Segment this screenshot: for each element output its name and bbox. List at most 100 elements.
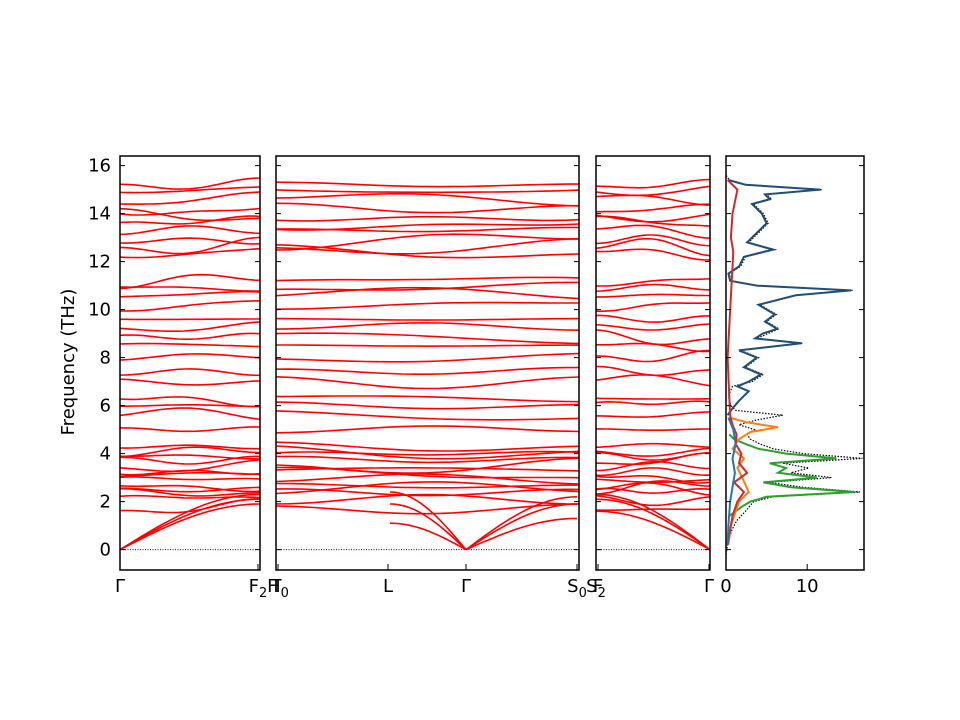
band-branch [275,481,580,495]
band-branch [275,237,580,255]
dos-x-tick-label: 10 [796,576,819,597]
band-branch [275,457,580,474]
band-branch [596,203,710,213]
band-branch [595,397,711,400]
band-branch [119,353,261,361]
band-branch [119,236,261,255]
band-branch [595,215,711,227]
band-branch [119,290,261,298]
band-panel-1 [119,177,261,551]
band-branch [596,411,711,418]
band-branch [275,410,580,421]
band-branch [119,484,261,493]
band-branch [275,317,580,321]
band-branch [275,473,580,485]
acoustic-branch [119,493,261,551]
band-branch [595,329,711,346]
band-branch [120,454,260,460]
y-tick-label: 16 [88,156,111,177]
band-branch [595,185,711,197]
band-branch [595,508,711,512]
band-branch [119,332,261,341]
band-branch [120,426,260,433]
band-branch [275,202,580,214]
band-branch [275,455,580,464]
band-branch [275,450,580,456]
band-branch [595,447,711,457]
band-branch [275,301,579,310]
band-branch [275,366,579,376]
x-tick-label: Γ [461,576,471,597]
band-branch [595,374,711,387]
partial-dos-1 [726,179,852,416]
axes-frame-3 [595,155,711,571]
y-tick-label: 6 [100,396,111,417]
band-branch [596,293,710,298]
band-branch [276,344,579,348]
band-branch [119,342,261,348]
band-branch [275,215,580,222]
band-branch [595,224,711,239]
band-branch [119,446,261,458]
band-branch [595,178,711,189]
band-branch [595,482,711,496]
band-branch [119,207,261,216]
acoustic-branch [389,491,467,551]
axes-frames [119,155,865,571]
partial-dos-5 [726,417,737,545]
axes-frame-1 [119,155,261,571]
band-branch [275,244,580,259]
band-branch [275,352,580,363]
band-branch [275,223,580,231]
band-branch [595,349,711,363]
band-branch [119,177,261,190]
band-branch [119,186,261,194]
acoustic-branch [119,503,261,551]
band-branch [275,493,580,505]
band-branch [119,247,261,259]
band-branch [595,278,711,287]
band-branch [275,395,580,403]
band-branch [275,482,579,489]
band-branch [595,442,711,449]
band-branch [119,237,261,245]
band-branch [595,213,711,223]
band-branch [275,322,580,331]
band-branch [119,487,261,497]
band-branch [596,428,710,432]
band-branch [119,225,261,236]
band-panel-3 [595,178,711,551]
band-branch [275,332,580,345]
x-tick-label: Γ [704,576,714,597]
phonon-dos [725,174,863,555]
band-branch [119,321,261,333]
band-branch [595,494,711,507]
band-branch [119,207,261,222]
band-branch [120,286,260,292]
acoustic-branch [465,517,578,551]
y-tick-label: 12 [88,252,111,273]
y-axis-label: Frequency (THz) [58,289,79,436]
band-branch [595,283,711,292]
band-branch [595,248,711,261]
band-branch [595,480,711,495]
band-branch [595,194,711,206]
band-branch [275,441,580,452]
band-branch [119,215,261,225]
y-tick-label: 2 [100,492,111,513]
x-tick-label: F [593,576,603,597]
band-branch [119,459,261,473]
y-tick-label: 8 [100,348,111,369]
band-branch [275,376,580,390]
acoustic-branch [595,493,711,551]
band-branch [275,401,580,410]
band-branch [275,445,580,460]
dos-x-tick-label: 0 [720,576,731,597]
y-tick-label: 10 [88,300,111,321]
band-branch [595,478,711,484]
y-tick-label: 4 [100,444,111,465]
acoustic-branch [389,503,467,551]
band-branch [119,407,261,421]
